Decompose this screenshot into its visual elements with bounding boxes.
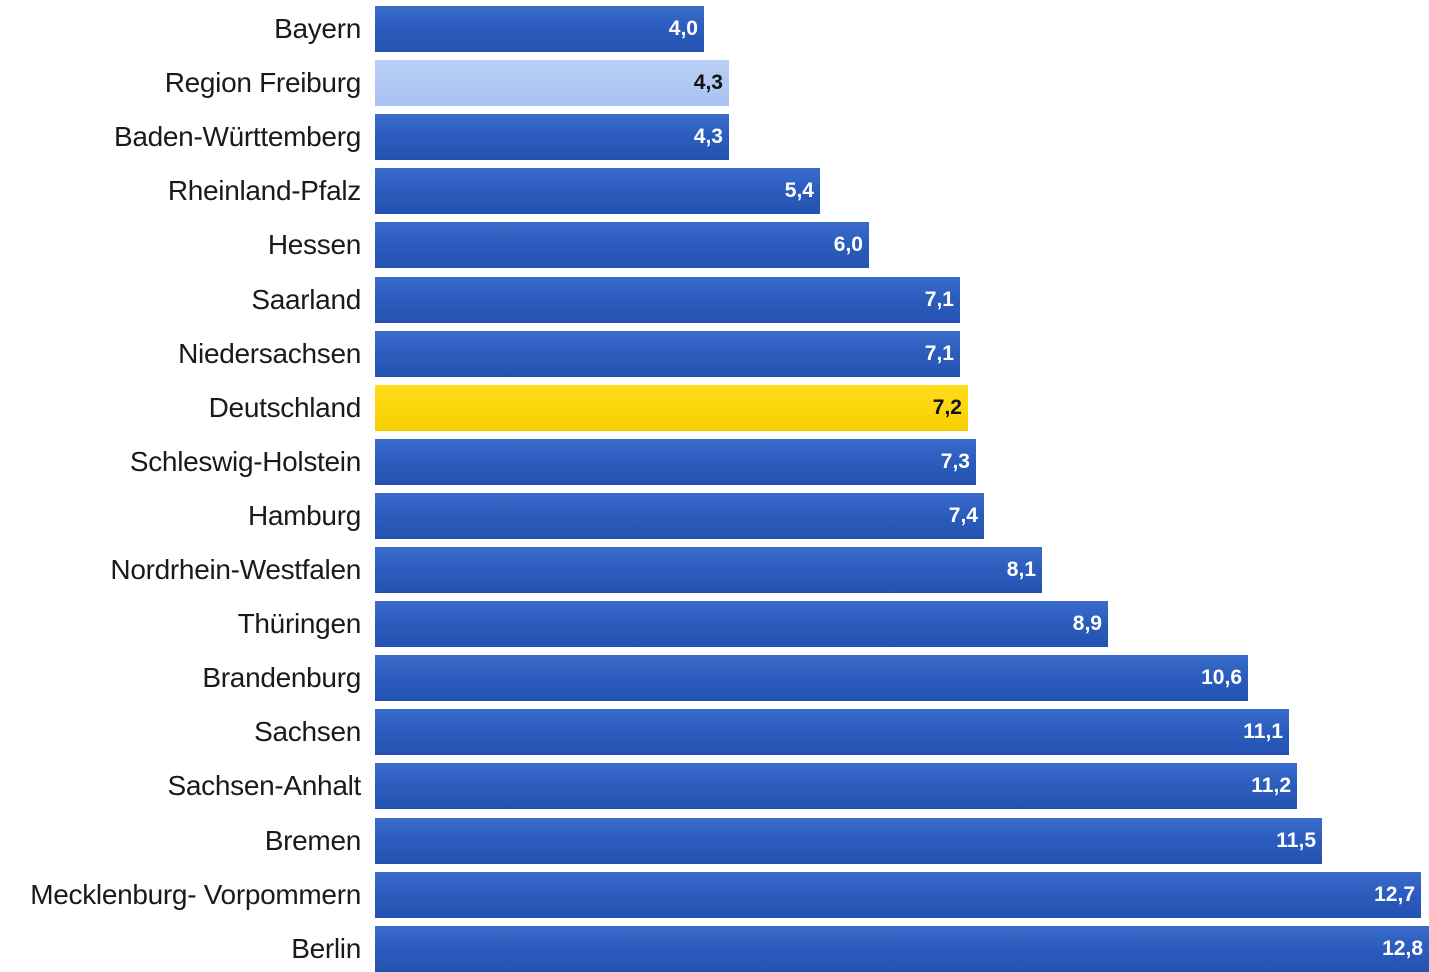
value-label: 7,4 — [948, 504, 978, 527]
value-label: 7,1 — [924, 288, 954, 311]
bar — [375, 385, 968, 431]
bar — [375, 655, 1248, 701]
bar — [375, 493, 984, 539]
bar — [375, 709, 1289, 755]
bar — [375, 547, 1042, 593]
category-label: Bremen — [264, 825, 362, 856]
bar — [375, 168, 820, 214]
value-label: 4,0 — [668, 17, 698, 40]
value-label: 10,6 — [1201, 666, 1242, 689]
value-label: 12,8 — [1382, 937, 1423, 960]
value-label: 6,0 — [833, 233, 863, 256]
value-label: 7,3 — [940, 450, 970, 473]
bar — [375, 818, 1322, 864]
value-label: 8,9 — [1072, 612, 1102, 635]
value-label: 11,1 — [1243, 720, 1283, 743]
bar — [375, 6, 704, 52]
bar — [375, 60, 729, 106]
category-label: Sachsen — [254, 716, 361, 747]
bar — [375, 114, 729, 160]
bar — [375, 331, 960, 377]
value-label: 8,1 — [1006, 558, 1036, 581]
bar — [375, 763, 1297, 809]
category-label: Nordrhein-Westfalen — [110, 554, 361, 585]
category-label: Deutschland — [208, 392, 362, 423]
value-label: 5,4 — [784, 179, 814, 202]
category-label: Hamburg — [247, 500, 361, 531]
category-label: Mecklenburg- Vorpommern — [30, 879, 361, 910]
category-label: Niedersachsen — [178, 338, 361, 369]
category-label: Bayern — [274, 13, 361, 44]
value-label: 7,1 — [924, 342, 954, 365]
category-label: Schleswig-Holstein — [129, 446, 361, 477]
value-label: 12,7 — [1374, 883, 1415, 906]
value-label: 4,3 — [693, 125, 723, 148]
value-label: 11,5 — [1276, 829, 1316, 852]
category-label: Baden-Württemberg — [113, 121, 361, 152]
category-label: Hessen — [267, 229, 361, 260]
bar — [375, 872, 1421, 918]
category-label: Thüringen — [237, 608, 362, 639]
category-label: Sachsen-Anhalt — [167, 770, 362, 801]
category-label: Rheinland-Pfalz — [167, 175, 361, 206]
category-label: Saarland — [251, 284, 361, 315]
category-label: Region Freiburg — [164, 67, 362, 98]
bar — [375, 439, 976, 485]
value-label: 4,3 — [693, 71, 723, 94]
category-label: Brandenburg — [202, 662, 361, 693]
category-label: Berlin — [291, 933, 361, 964]
bar — [375, 222, 869, 268]
bar — [375, 277, 960, 323]
value-label: 7,2 — [932, 396, 962, 419]
bar — [375, 601, 1108, 647]
value-label: 11,2 — [1251, 774, 1291, 797]
bar — [375, 926, 1429, 972]
